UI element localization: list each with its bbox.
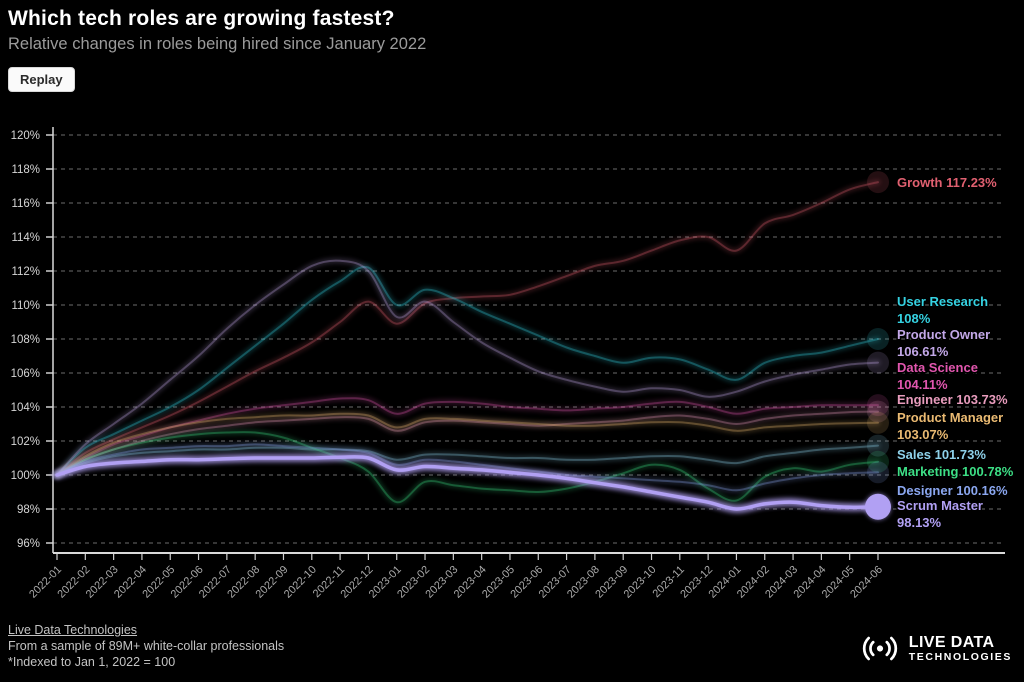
legend-label-user-research[interactable]: User Research 108% [896,293,990,328]
y-tick-label: 120% [11,130,40,142]
chart-header: Which tech roles are growing fastest? Re… [8,6,426,92]
page-title: Which tech roles are growing fastest? [8,7,395,30]
end-dot-sales[interactable] [867,434,889,457]
y-tick-label: 116% [11,198,40,210]
y-tick-label: 114% [11,232,40,244]
end-dot-scrum-master[interactable] [865,493,891,520]
end-dot-product-manager[interactable] [867,411,889,434]
legend-label-data-science[interactable]: Data Science 104.11% [896,359,980,394]
series-line-scrum-master[interactable] [55,455,880,511]
series-line-product-manager[interactable] [56,412,879,476]
end-dot-engineer[interactable] [867,400,889,423]
legend-label-marketing[interactable]: Marketing 100.78% [896,463,1016,481]
series-layer [53,171,891,520]
series-line-user-research[interactable] [56,265,879,476]
series-glow-product-manager [54,411,881,478]
legend-label-product-manager[interactable]: Product Manager 103.07% [896,409,1005,444]
legend-label-engineer[interactable]: Engineer 103.73% [896,391,1010,409]
logo-text: LIVE DATA TECHNOLOGIES [908,633,1012,663]
source-note: Live Data Technologies From a sample of … [8,622,284,670]
series-line-sales[interactable] [56,444,879,476]
y-tick-label: 112% [11,266,40,278]
series-glow-designer [54,441,881,493]
logo-line1: LIVE DATA [908,633,995,651]
y-tick-label: 106% [11,368,40,380]
series-glow-sales [54,443,881,478]
end-dot-user-research[interactable] [867,328,889,350]
legend-layer: Growth 117.23% User Research 108%Product O… [896,174,1016,532]
page-subtitle: Relative changes in roles being hired si… [8,35,427,53]
series-line-designer[interactable] [56,443,879,492]
series-line-marketing[interactable] [56,431,879,504]
y-tick-label: 96% [17,538,40,550]
series-glow-marketing [54,429,881,505]
y-tick-label: 104% [11,402,40,414]
broadcast-icon [862,636,897,661]
legend-label-growth[interactable]: Growth 117.23% [896,174,999,192]
series-line-product-owner[interactable] [56,259,879,476]
series-line-growth[interactable] [56,181,879,476]
y-tick-label: 100% [11,470,40,482]
end-dot-growth[interactable] [867,171,889,194]
series-glow-product-owner [54,258,881,478]
series-glow-user-research [54,264,881,478]
y-tick-label: 108% [11,334,40,346]
legend-label-scrum-master[interactable]: Scrum Master 98.13% [896,497,985,532]
y-tick-label: 118% [11,164,40,176]
live-data-logo: LIVE DATA TECHNOLOGIES [860,633,1012,664]
replay-button[interactable]: Replay [8,67,75,92]
logo-line2: TECHNOLOGIES [908,650,1012,663]
end-dot-marketing[interactable] [867,450,889,473]
legend-label-sales[interactable]: Sales 101.73% [896,446,988,464]
index-note: *Indexed to Jan 1, 2022 = 100 [8,655,176,669]
y-tick-label: 102% [11,436,40,448]
grid-layer [53,134,1005,544]
end-dot-product-owner[interactable] [867,351,889,374]
legend-label-product-owner[interactable]: Product Owner 106.61% [896,326,992,361]
end-dot-designer[interactable] [867,461,889,484]
y-tick-label: 98% [17,504,40,516]
legend-label-designer[interactable]: Designer 100.16% [896,482,1010,500]
sample-note: From a sample of 89M+ white-collar profe… [8,639,285,653]
source-link[interactable]: Live Data Technologies [8,623,138,637]
series-glow-growth [54,179,881,478]
y-tick-label: 110% [11,300,40,312]
